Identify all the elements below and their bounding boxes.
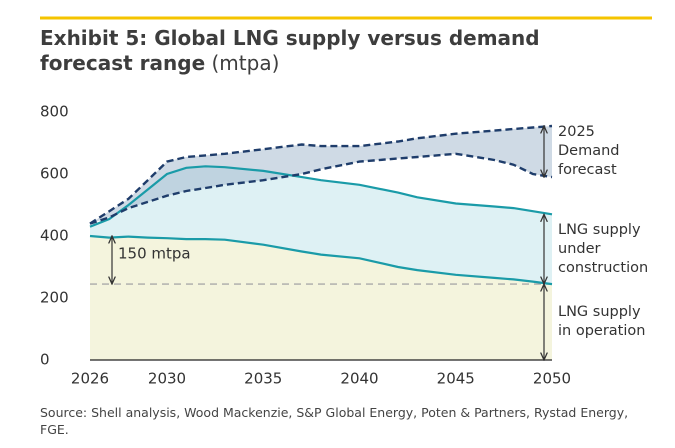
- annotation: 150 mtpa: [118, 245, 191, 263]
- y-tick-label: 400: [40, 227, 69, 245]
- y-tick-label: 800: [40, 103, 69, 121]
- demand-band: [90, 126, 552, 224]
- x-tick-label: 2040: [340, 370, 378, 388]
- demand-line: [89, 124, 553, 225]
- chart-title: Exhibit 5: Global LNG supply versus dema…: [40, 26, 540, 75]
- chart-title-block: Exhibit 5: Global LNG supply versus dema…: [40, 26, 630, 76]
- y-tick-label: 200: [40, 289, 69, 307]
- y-tick-label: 0: [40, 351, 50, 369]
- y-tick-label: 600: [40, 165, 69, 183]
- unit: (mtpa): [211, 51, 280, 75]
- x-tick-label: 2050: [533, 370, 571, 388]
- series-line: [89, 165, 553, 228]
- construction-label: LNG supply under construction: [558, 221, 649, 276]
- operation-area: [90, 236, 552, 360]
- x-tick-label: 2030: [148, 370, 186, 388]
- x-tick-label: 2026: [71, 370, 109, 388]
- demand-label: 2025 Demand forecast: [558, 124, 620, 179]
- operation-label: LNG supply in operation: [558, 304, 646, 340]
- x-tick-label: 2035: [244, 370, 282, 388]
- source-note: Source: Shell analysis, Wood Mackenzie, …: [40, 405, 629, 437]
- x-tick-label: 2045: [437, 370, 475, 388]
- construction-area: [90, 166, 552, 285]
- series-line: [89, 234, 553, 286]
- demand-line: [89, 152, 553, 225]
